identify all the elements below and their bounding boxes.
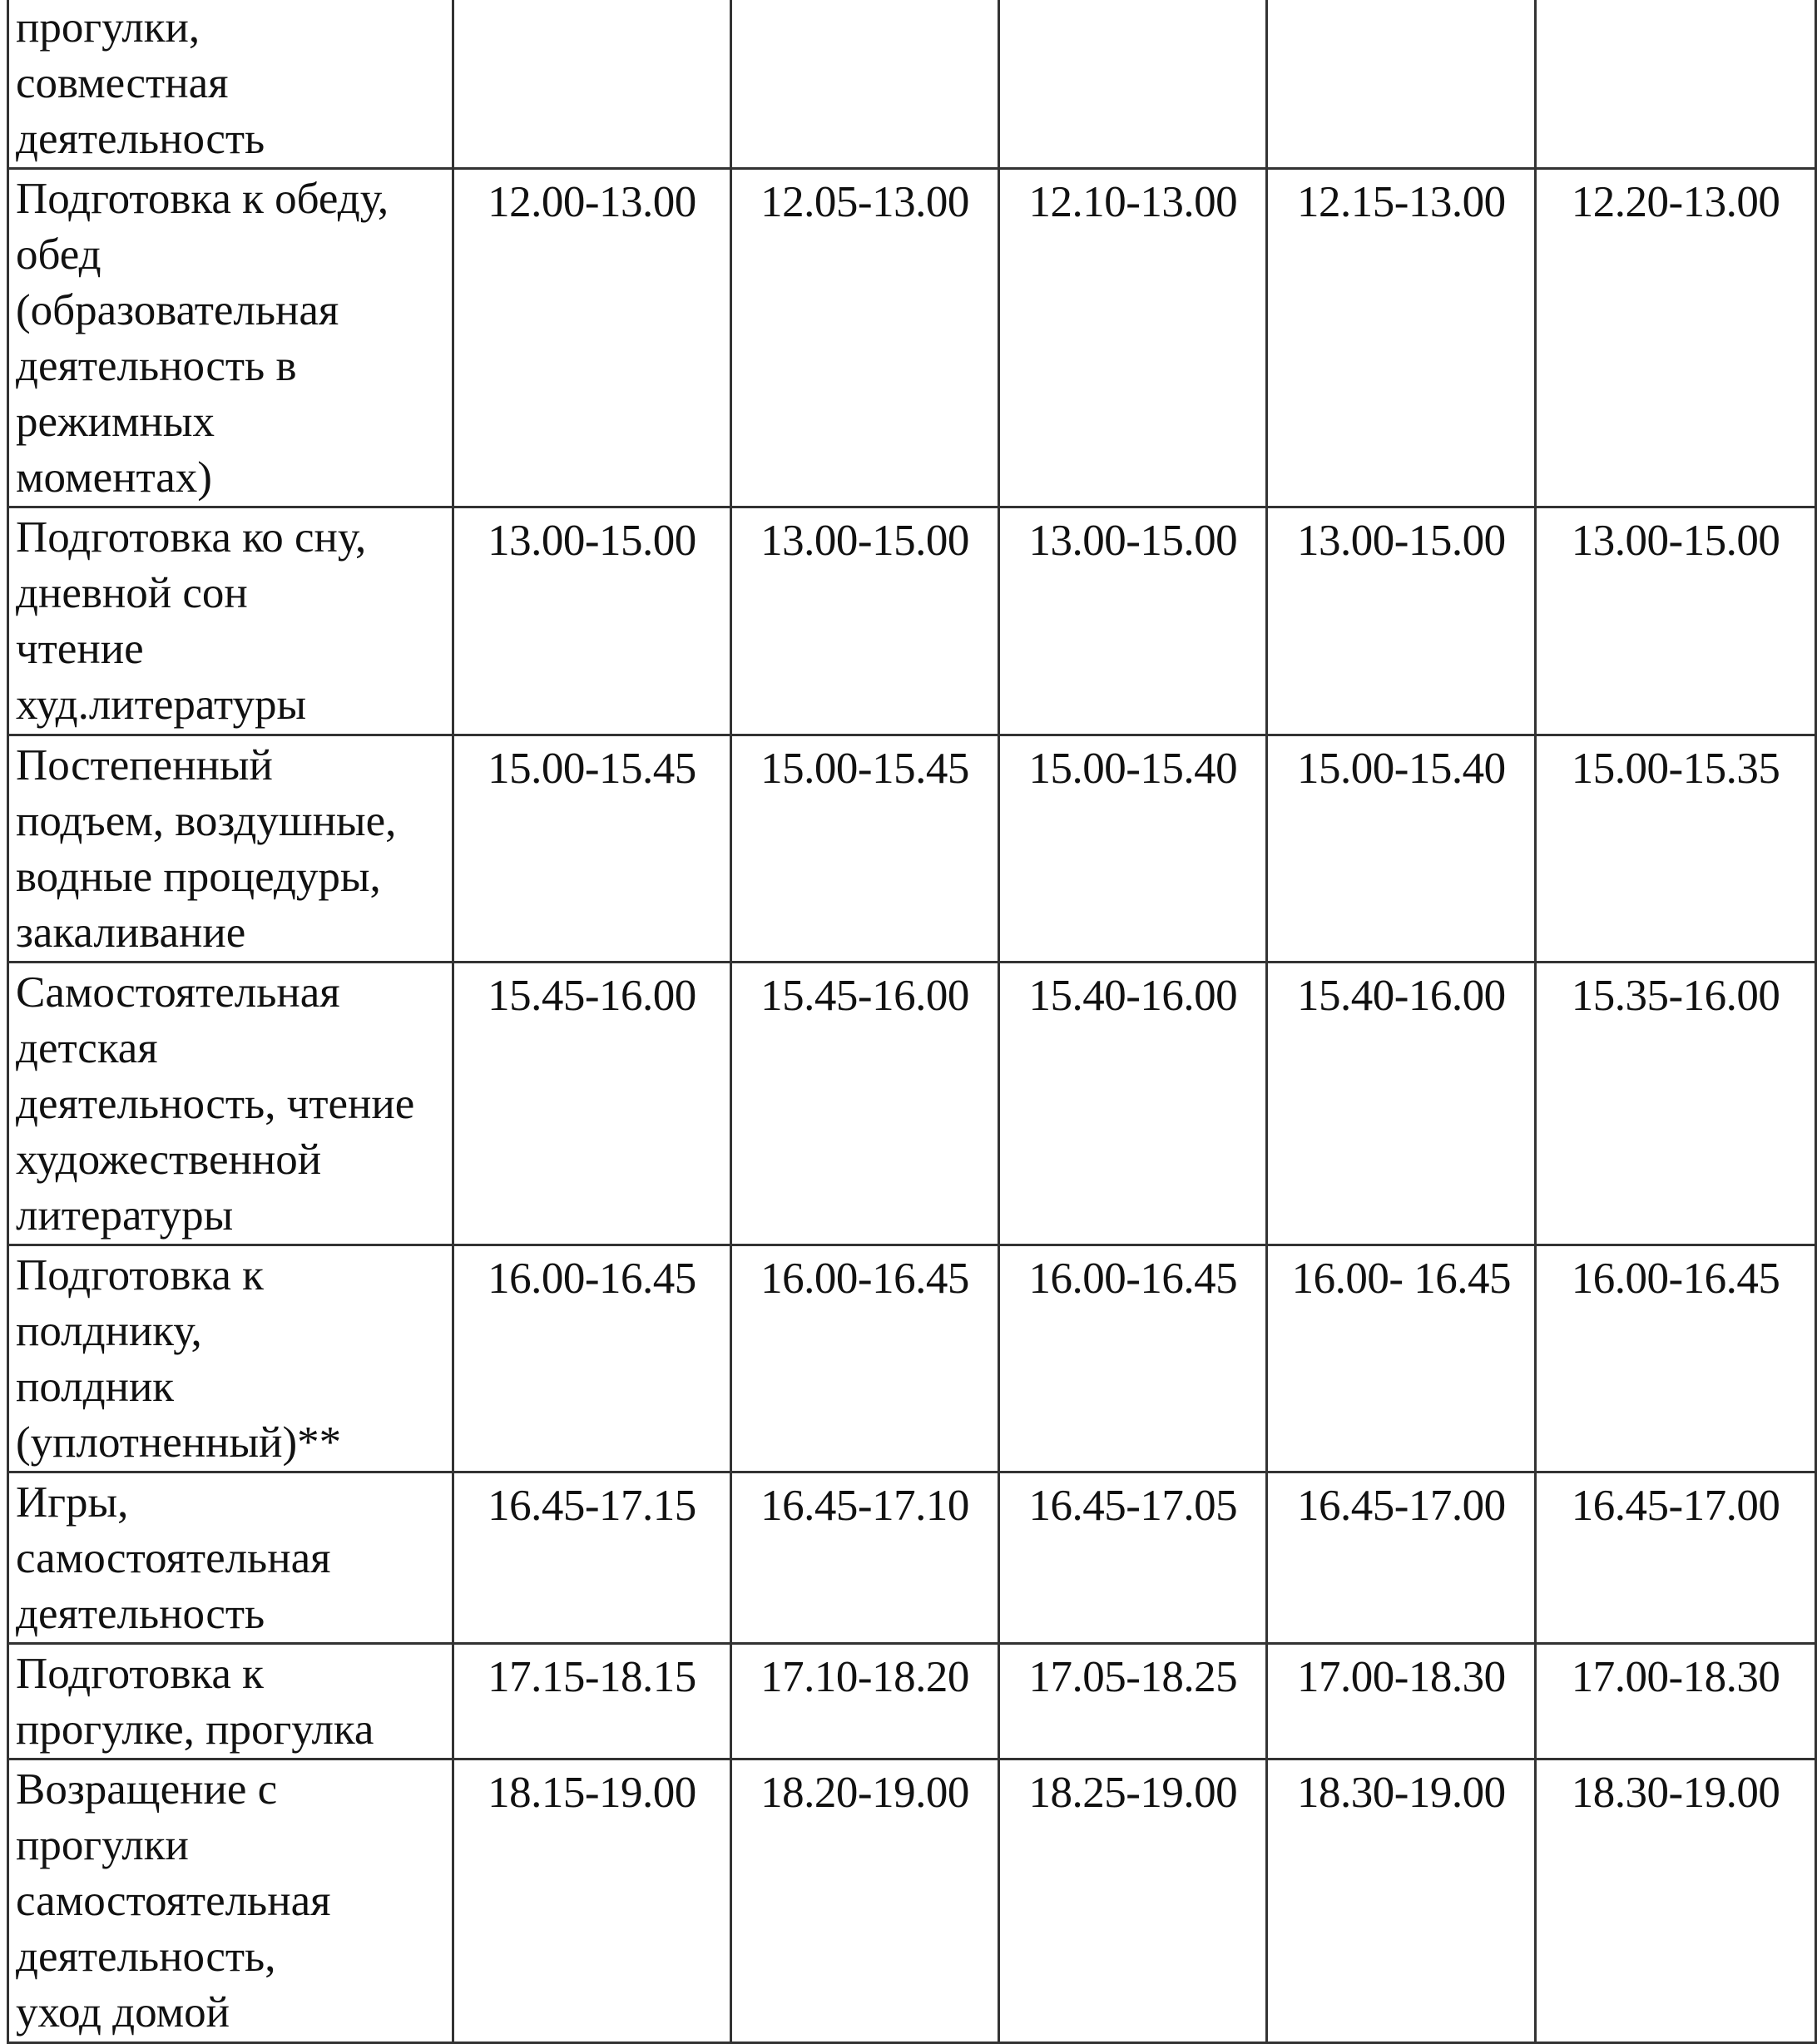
- time-cell: 12.15-13.00: [1265, 167, 1537, 508]
- table-row: Подготовка к полднику, полдник (уплотнен…: [6, 1244, 1817, 1473]
- time-cell: 15.00-15.40: [1265, 734, 1537, 963]
- time-cell: 16.45-17.00: [1534, 1471, 1817, 1645]
- activity-cell: прогулки, совместная деятельность: [6, 0, 455, 170]
- time-cell: 17.15-18.15: [452, 1642, 732, 1760]
- activity-cell: Подготовка к полднику, полдник (уплотнен…: [6, 1244, 455, 1473]
- time-cell: 16.00- 16.45: [1265, 1244, 1537, 1473]
- time-cell: 15.45-16.00: [452, 961, 732, 1246]
- time-cell: 12.20-13.00: [1534, 167, 1817, 508]
- table-row: Подготовка к прогулке, прогулка 17.15-18.…: [6, 1642, 1817, 1760]
- activity-cell: Подготовка к прогулке, прогулка: [6, 1642, 455, 1760]
- time-cell: 18.25-19.00: [998, 1758, 1269, 2044]
- time-cell: [1534, 0, 1817, 170]
- time-cell: [998, 0, 1269, 170]
- time-cell: 17.00-18.30: [1265, 1642, 1537, 1760]
- table-row: прогулки, совместная деятельность: [6, 0, 1817, 170]
- time-cell: 16.45-17.10: [729, 1471, 1001, 1645]
- activity-cell: Самостоятельная детская деятельность, чт…: [6, 961, 455, 1246]
- daily-schedule-table: прогулки, совместная деятельность Подгото…: [6, 0, 1817, 2044]
- time-cell: [1265, 0, 1537, 170]
- time-cell: 12.00-13.00: [452, 167, 732, 508]
- time-cell: 16.00-16.45: [729, 1244, 1001, 1473]
- time-cell: 15.40-16.00: [1265, 961, 1537, 1246]
- time-cell: 13.00-15.00: [452, 506, 732, 736]
- table-row: Игры, самостоятельная деятельность 16.45-…: [6, 1471, 1817, 1645]
- time-cell: 17.10-18.20: [729, 1642, 1001, 1760]
- time-cell: 15.45-16.00: [729, 961, 1001, 1246]
- time-cell: 16.00-16.45: [452, 1244, 732, 1473]
- time-cell: 13.00-15.00: [1265, 506, 1537, 736]
- table-row: Постепенный подъем, воздушные, водные пр…: [6, 734, 1817, 963]
- time-cell: 18.30-19.00: [1534, 1758, 1817, 2044]
- time-cell: [452, 0, 732, 170]
- time-cell: 13.00-15.00: [729, 506, 1001, 736]
- time-cell: 12.05-13.00: [729, 167, 1001, 508]
- activity-cell: Постепенный подъем, воздушные, водные пр…: [6, 734, 455, 963]
- time-cell: 16.00-16.45: [1534, 1244, 1817, 1473]
- time-cell: 15.40-16.00: [998, 961, 1269, 1246]
- time-cell: 17.00-18.30: [1534, 1642, 1817, 1760]
- time-cell: 17.05-18.25: [998, 1642, 1269, 1760]
- time-cell: 18.15-19.00: [452, 1758, 732, 2044]
- table-row: Самостоятельная детская деятельность, чт…: [6, 961, 1817, 1246]
- activity-cell: Подготовка к обеду, обед (образовательна…: [6, 167, 455, 508]
- time-cell: 15.00-15.40: [998, 734, 1269, 963]
- time-cell: 15.00-15.35: [1534, 734, 1817, 963]
- time-cell: 18.20-19.00: [729, 1758, 1001, 2044]
- time-cell: 13.00-15.00: [998, 506, 1269, 736]
- table-row: Подготовка к обеду, обед (образовательна…: [6, 167, 1817, 508]
- time-cell: 12.10-13.00: [998, 167, 1269, 508]
- time-cell: 18.30-19.00: [1265, 1758, 1537, 2044]
- time-cell: 13.00-15.00: [1534, 506, 1817, 736]
- activity-cell: Игры, самостоятельная деятельность: [6, 1471, 455, 1645]
- table-row: Возращение с прогулки самостоятельная де…: [6, 1758, 1817, 2044]
- time-cell: 16.45-17.00: [1265, 1471, 1537, 1645]
- activity-cell: Возращение с прогулки самостоятельная де…: [6, 1758, 455, 2044]
- activity-cell: Подготовка ко сну, дневной сон чтение ху…: [6, 506, 455, 736]
- time-cell: 15.35-16.00: [1534, 961, 1817, 1246]
- time-cell: 15.00-15.45: [452, 734, 732, 963]
- time-cell: 16.45-17.15: [452, 1471, 732, 1645]
- time-cell: 16.00-16.45: [998, 1244, 1269, 1473]
- time-cell: 16.45-17.05: [998, 1471, 1269, 1645]
- schedule-document: прогулки, совместная деятельность Подгото…: [6, 0, 1817, 2044]
- time-cell: 15.00-15.45: [729, 734, 1001, 963]
- table-row: Подготовка ко сну, дневной сон чтение ху…: [6, 506, 1817, 736]
- table-body: прогулки, совместная деятельность Подгото…: [6, 0, 1817, 2044]
- time-cell: [729, 0, 1001, 170]
